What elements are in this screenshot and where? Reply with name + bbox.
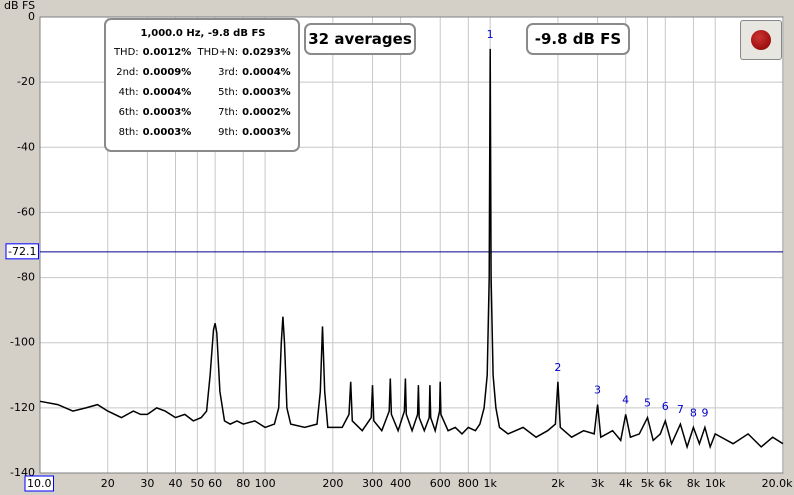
harmonic-label: 9 — [701, 406, 708, 419]
x-tick-label: 4k — [619, 477, 633, 490]
stats-key: THD: — [113, 46, 139, 58]
harmonic-label: 1 — [487, 28, 494, 41]
stats-value: 0.0004% — [242, 66, 291, 78]
x-tick-label: 5k — [641, 477, 655, 490]
stats-value: 0.0003% — [242, 86, 291, 98]
y-tick-label: -60 — [17, 205, 35, 218]
harmonic-label: 2 — [554, 361, 561, 374]
stats-value: 0.0003% — [242, 126, 291, 138]
stats-value: 0.0004% — [142, 86, 192, 98]
x-tick-label: 60 — [208, 477, 222, 490]
x-min-box — [24, 475, 54, 492]
plot-frame — [39, 16, 784, 474]
cursor-label: -72.1 — [8, 245, 36, 258]
stats-value: 0.0293% — [242, 46, 291, 58]
stats-row: 2nd: 0.0009% 3rd: 0.0004% — [112, 62, 294, 82]
stats-key: 4th: — [118, 86, 139, 98]
x-tick-label: 80 — [236, 477, 250, 490]
x-tick-label: 40 — [169, 477, 183, 490]
record-button[interactable] — [740, 20, 782, 60]
y-tick-label: 0 — [28, 10, 35, 23]
x-tick-label: 300 — [362, 477, 383, 490]
x-tick-label: 20 — [101, 477, 115, 490]
x-tick-label: 400 — [390, 477, 411, 490]
stats-key: 7th: — [218, 106, 239, 118]
record-icon — [751, 30, 771, 50]
x-tick-label: 30 — [140, 477, 154, 490]
x-tick-label: 1k — [483, 477, 497, 490]
stats-key: 2nd: — [116, 66, 139, 78]
stats-key: 5th: — [218, 86, 239, 98]
stats-value: 0.0002% — [242, 106, 291, 118]
y-tick-label: -100 — [10, 336, 35, 349]
harmonic-label: 3 — [594, 384, 601, 397]
y-axis-label: dB FS — [4, 0, 35, 12]
stats-key: THD+N: — [197, 46, 239, 58]
stats-value: 0.0003% — [142, 106, 192, 118]
stats-key: 8th: — [118, 126, 139, 138]
harmonic-label: 8 — [690, 406, 697, 419]
stats-value: 0.0012% — [142, 46, 192, 58]
stats-key: 6th: — [118, 106, 139, 118]
averages-label: 32 averages — [304, 23, 416, 55]
x-tick-label: 6k — [659, 477, 673, 490]
x-tick-label: 800 — [458, 477, 479, 490]
stats-row: THD: 0.0012% THD+N: 0.0293% — [112, 42, 294, 62]
stats-table: 1,000.0 Hz, -9.8 dB FS THD: 0.0012% THD+N:… — [112, 24, 294, 142]
y-tick-label: -20 — [17, 75, 35, 88]
stats-value: 0.0003% — [142, 126, 192, 138]
x-tick-label: 8k — [687, 477, 701, 490]
x-tick-label: 600 — [430, 477, 451, 490]
harmonic-label: 4 — [622, 393, 629, 406]
x-tick-label: 100 — [255, 477, 276, 490]
stats-row: 4th: 0.0004% 5th: 0.0003% — [112, 82, 294, 102]
y-tick-label: -120 — [10, 401, 35, 414]
x-tick-label: 10k — [705, 477, 726, 490]
stats-key: 9th: — [218, 126, 239, 138]
harmonic-label: 7 — [677, 403, 684, 416]
y-tick-label: -40 — [17, 140, 35, 153]
y-tick-label: -80 — [17, 271, 35, 284]
stats-key: 3rd: — [218, 66, 239, 78]
harmonic-label: 6 — [662, 400, 669, 413]
x-tick-label: 50 — [190, 477, 204, 490]
stats-value: 0.0009% — [142, 66, 192, 78]
x-tick-label: 10.0 — [27, 477, 52, 490]
spectrum-line — [39, 48, 784, 450]
stats-panel: 1,000.0 Hz, -9.8 dB FS THD: 0.0012% THD+N:… — [104, 18, 300, 152]
x-tick-label: 3k — [591, 477, 605, 490]
stats-header: 1,000.0 Hz, -9.8 dB FS — [140, 27, 266, 39]
stats-row: 6th: 0.0003% 7th: 0.0002% — [112, 102, 294, 122]
level-label: -9.8 dB FS — [526, 23, 630, 55]
harmonic-label: 5 — [644, 397, 651, 410]
x-tick-label: 2k — [551, 477, 565, 490]
cursor-label-box — [5, 243, 39, 260]
x-tick-label: 20.0k H — [762, 477, 794, 490]
stats-row: 8th: 0.0003% 9th: 0.0003% — [112, 122, 294, 142]
x-tick-label: 200 — [322, 477, 343, 490]
